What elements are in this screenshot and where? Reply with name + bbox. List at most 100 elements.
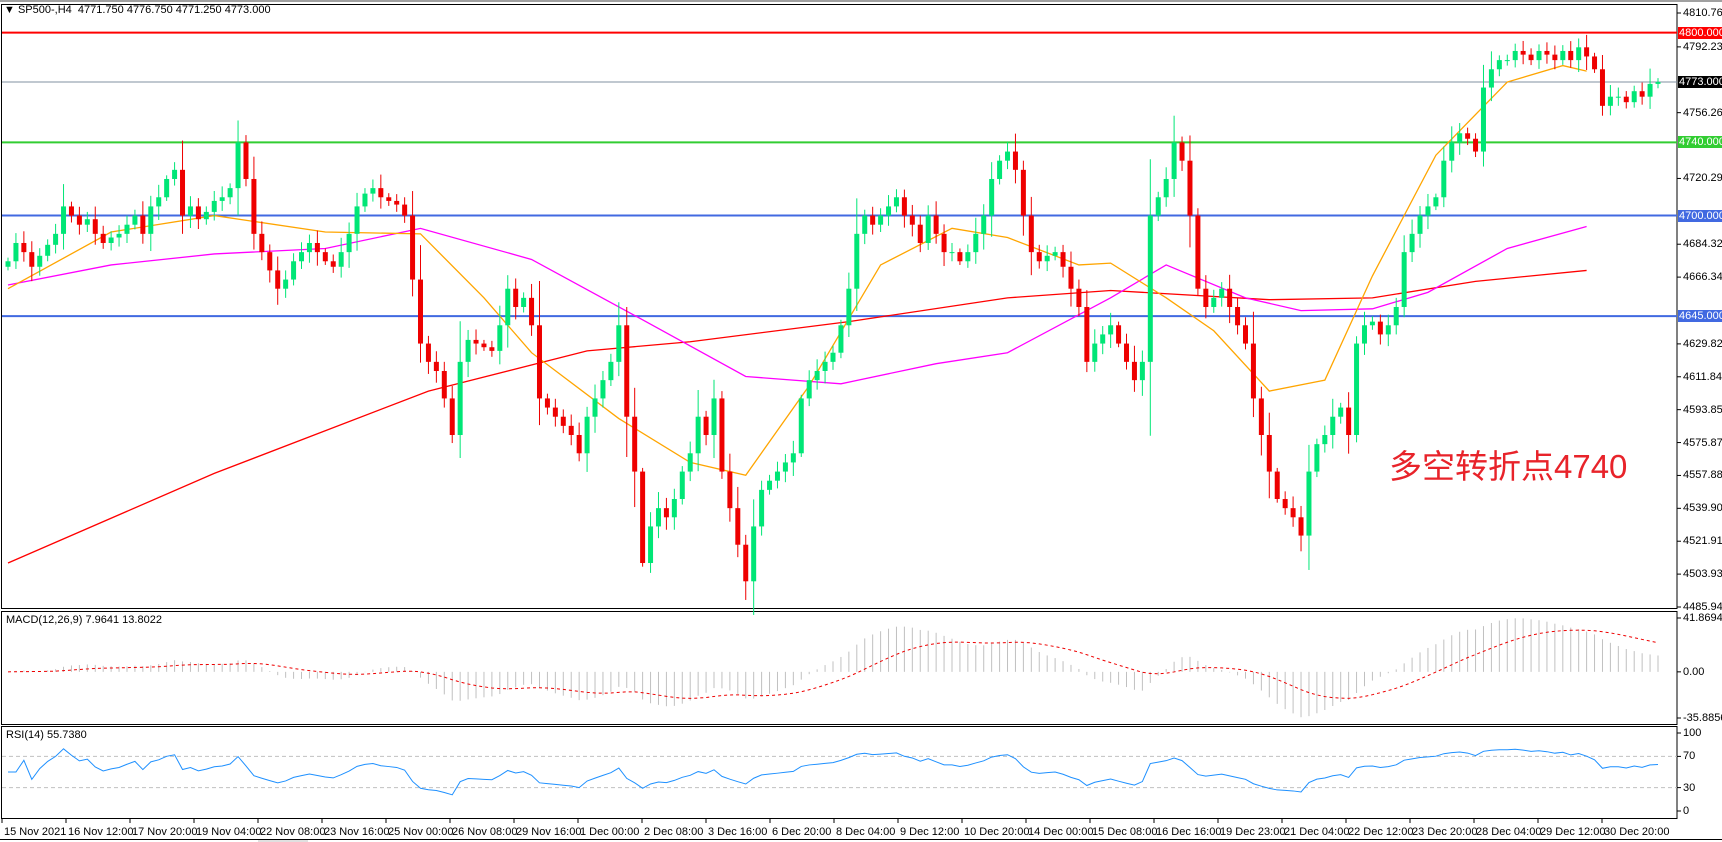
bear-candle: [536, 325, 542, 399]
bull-candle: [1314, 444, 1320, 472]
macd-title: MACD(12,26,9) 7.9641 13.8022: [6, 614, 162, 626]
bull-candle: [981, 215, 987, 234]
bear-candle: [1266, 435, 1272, 472]
bull-candle: [84, 219, 90, 225]
bear-candle: [568, 425, 574, 436]
bull-candle: [711, 398, 717, 436]
bull-candle: [862, 215, 868, 234]
time-axis-label: 25 Nov 00:00: [388, 826, 454, 838]
bull-candle: [830, 352, 836, 362]
menu-triangle-icon[interactable]: ▼: [4, 4, 18, 16]
time-axis-label: 2 Dec 08:00: [644, 826, 704, 838]
bear-candle: [933, 215, 939, 234]
time-axis-label: 21 Dec 04:00: [1284, 826, 1350, 838]
bear-candle: [909, 215, 915, 225]
bear-candle: [29, 252, 35, 267]
bear-candle: [402, 204, 408, 216]
bull-candle: [172, 169, 178, 179]
bull-candle: [211, 200, 217, 212]
bull-candle: [925, 215, 931, 243]
bull-candle: [1655, 82, 1661, 84]
time-axis-label: 22 Nov 08:00: [260, 826, 326, 838]
price-axis-label: 4593.855: [1683, 403, 1722, 416]
bear-candle: [1584, 47, 1590, 57]
bear-candle: [489, 347, 495, 351]
bull-candle: [1647, 83, 1653, 97]
bull-candle: [751, 526, 757, 582]
bull-candle: [5, 261, 11, 267]
bull-candle: [1512, 50, 1518, 61]
bear-candle: [1028, 215, 1034, 253]
bear-candle: [441, 370, 447, 399]
bear-candle: [1258, 398, 1264, 436]
bull-candle: [132, 215, 138, 225]
bear-candle: [941, 233, 947, 253]
bear-candle: [1274, 471, 1280, 500]
bull-candle: [878, 215, 884, 225]
bull-candle: [164, 178, 170, 198]
bull-candle: [806, 380, 812, 399]
bear-candle: [1020, 169, 1026, 216]
bull-candle: [1425, 206, 1431, 216]
scrollbar-thumb: [258, 840, 308, 842]
bear-candle: [100, 233, 106, 243]
bear-candle: [1639, 91, 1645, 97]
bull-candle: [1361, 325, 1367, 344]
bear-candle: [21, 242, 27, 253]
bull-candle: [1631, 91, 1637, 103]
bull-candle: [1219, 288, 1225, 298]
bull-candle: [893, 197, 899, 207]
rsi-axis-label: 0: [1683, 805, 1690, 817]
bull-candle: [338, 252, 344, 267]
bull-candle: [1322, 435, 1328, 445]
bear-candle: [917, 224, 923, 243]
price-axis-label: 4557.885: [1683, 469, 1722, 482]
bear-candle: [640, 471, 646, 564]
price-axis-label: 4792.235: [1683, 40, 1722, 53]
bull-candle: [854, 233, 860, 289]
bear-candle: [322, 252, 328, 262]
bull-candle: [1385, 325, 1391, 335]
bear-candle: [1623, 96, 1629, 103]
bull-candle: [299, 252, 305, 262]
bear-candle: [68, 206, 74, 216]
bull-candle: [235, 142, 241, 189]
time-axis-label: 15 Nov 2021: [4, 826, 67, 838]
bull-candle: [973, 233, 979, 253]
time-axis-label: 23 Dec 20:00: [1412, 826, 1478, 838]
chart-header: ▼ SP500-,H4 4771.750 4776.750 4771.250 4…: [4, 4, 271, 16]
hline-label-4773: 4773.000: [1678, 76, 1722, 89]
bull-candle: [1211, 297, 1217, 307]
bull-candle: [457, 361, 463, 436]
bear-candle: [418, 279, 423, 344]
bull-candle: [362, 193, 368, 207]
bull-candle: [291, 261, 297, 280]
bull-candle: [1100, 334, 1106, 344]
bull-candle: [1155, 197, 1161, 216]
bear-candle: [1377, 321, 1383, 335]
symbol-timeframe: SP500-,H4: [17, 4, 72, 16]
hline-label-4645: 4645.000: [1678, 310, 1722, 323]
bear-candle: [1012, 151, 1018, 170]
bull-candle: [346, 233, 352, 253]
macd-axis-label: 0.00: [1683, 665, 1705, 678]
bear-candle: [513, 288, 519, 307]
bear-candle: [703, 416, 709, 436]
hline-label-4740: 4740.000: [1678, 136, 1722, 149]
bull-candle: [997, 160, 1003, 179]
bull-candle: [1306, 471, 1312, 536]
time-axis-label: 29 Dec 12:00: [1540, 826, 1606, 838]
hline-label-4700: 4700.000: [1678, 209, 1722, 222]
price-axis-label: 4684.325: [1683, 238, 1722, 251]
bull-candle: [1615, 96, 1621, 98]
price-axis-label: 4611.840: [1683, 370, 1722, 383]
rsi-axis-label: 70: [1683, 750, 1696, 763]
bull-candle: [679, 471, 685, 500]
bear-candle: [92, 219, 98, 234]
bear-candle: [957, 252, 963, 262]
bull-candle: [846, 288, 852, 326]
bull-candle: [283, 279, 289, 289]
bear-candle: [1250, 343, 1256, 399]
time-axis-label: 9 Dec 12:00: [900, 826, 960, 838]
bear-candle: [727, 471, 733, 509]
